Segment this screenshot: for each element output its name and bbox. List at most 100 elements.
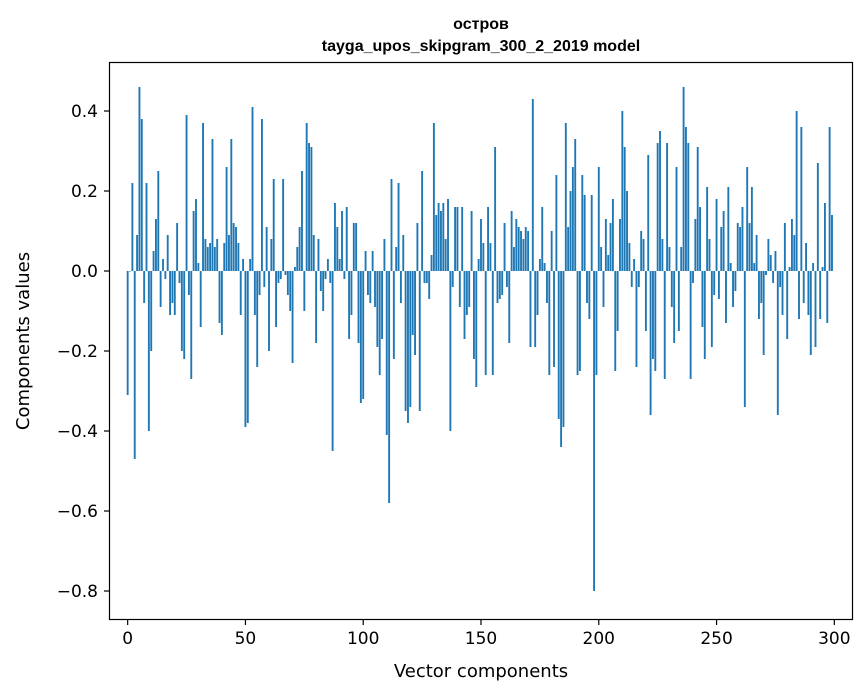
bar-181 bbox=[553, 271, 555, 367]
bar-175 bbox=[538, 259, 541, 271]
bar-61 bbox=[270, 239, 273, 271]
bar-291 bbox=[812, 263, 815, 271]
bar-285 bbox=[798, 271, 800, 319]
bar-235 bbox=[680, 247, 683, 271]
bar-258 bbox=[734, 271, 737, 291]
bar-7 bbox=[143, 271, 146, 303]
bar-186 bbox=[564, 123, 567, 271]
bar-218 bbox=[640, 231, 643, 271]
y-tick-label: −0.4 bbox=[57, 422, 98, 442]
x-tick-label: 0 bbox=[122, 629, 133, 649]
bar-44 bbox=[230, 139, 233, 271]
bar-60 bbox=[268, 271, 270, 351]
bar-68 bbox=[286, 271, 289, 295]
bar-113 bbox=[392, 271, 395, 359]
bar-107 bbox=[378, 271, 381, 375]
bar-132 bbox=[437, 203, 440, 271]
bar-66 bbox=[282, 179, 285, 271]
bar-101 bbox=[364, 251, 367, 271]
x-tick-label: 300 bbox=[818, 629, 850, 649]
bar-144 bbox=[465, 271, 468, 315]
bar-188 bbox=[569, 191, 572, 271]
bar-246 bbox=[706, 187, 709, 271]
bar-109 bbox=[383, 239, 386, 271]
bar-156 bbox=[494, 147, 497, 271]
bar-198 bbox=[593, 271, 595, 591]
bar-221 bbox=[647, 155, 650, 271]
bar-111 bbox=[388, 271, 391, 503]
bar-54 bbox=[253, 271, 256, 315]
bar-270 bbox=[762, 271, 765, 355]
bar-259 bbox=[736, 223, 739, 271]
bar-269 bbox=[760, 271, 763, 303]
bar-128 bbox=[428, 271, 431, 299]
bar-277 bbox=[779, 271, 782, 287]
bar-123 bbox=[416, 223, 419, 271]
bar-262 bbox=[743, 271, 746, 407]
bar-211 bbox=[623, 147, 626, 271]
bar-287 bbox=[802, 271, 805, 303]
bar-267 bbox=[755, 235, 758, 271]
bar-169 bbox=[524, 227, 527, 271]
bar-158 bbox=[498, 271, 501, 299]
bar-138 bbox=[451, 271, 454, 287]
bar-164 bbox=[513, 247, 515, 271]
bar-134 bbox=[442, 203, 445, 271]
bar-74 bbox=[301, 171, 303, 271]
bar-3 bbox=[133, 271, 136, 459]
bar-251 bbox=[717, 271, 720, 299]
bar-213 bbox=[628, 243, 631, 271]
bar-48 bbox=[239, 271, 242, 315]
y-tick-label: 0.4 bbox=[71, 102, 98, 122]
bar-268 bbox=[758, 271, 760, 319]
bar-40 bbox=[220, 271, 223, 335]
bar-75 bbox=[303, 271, 306, 311]
bar-36 bbox=[211, 139, 214, 271]
bar-275 bbox=[774, 251, 777, 271]
bar-260 bbox=[739, 227, 742, 271]
bar-216 bbox=[635, 271, 638, 367]
bar-16 bbox=[164, 271, 167, 279]
bar-298 bbox=[828, 127, 831, 271]
bar-78 bbox=[310, 147, 313, 271]
chart-subtitle: tayga_upos_skipgram_300_2_2019 model bbox=[322, 38, 640, 55]
bar-59 bbox=[265, 227, 268, 271]
bar-249 bbox=[713, 271, 716, 295]
bar-94 bbox=[348, 271, 351, 339]
bar-202 bbox=[602, 271, 605, 307]
bar-5 bbox=[138, 87, 141, 271]
bar-115 bbox=[397, 183, 400, 271]
bar-194 bbox=[583, 195, 586, 271]
bar-254 bbox=[725, 271, 727, 323]
bar-20 bbox=[173, 271, 176, 315]
bar-126 bbox=[423, 271, 426, 283]
bar-215 bbox=[633, 259, 636, 271]
bar-154 bbox=[489, 243, 492, 271]
bar-18 bbox=[169, 271, 171, 315]
bar-177 bbox=[543, 263, 546, 271]
bar-104 bbox=[371, 251, 374, 271]
bar-153 bbox=[487, 207, 489, 271]
y-tick-label: −0.2 bbox=[57, 342, 98, 362]
bar-17 bbox=[166, 235, 169, 271]
bar-145 bbox=[468, 271, 471, 307]
bar-137 bbox=[449, 271, 452, 431]
bar-27 bbox=[190, 271, 193, 379]
bar-166 bbox=[517, 227, 520, 271]
bar-163 bbox=[510, 211, 513, 271]
bar-266 bbox=[753, 263, 756, 271]
bar-207 bbox=[614, 271, 617, 371]
bar-204 bbox=[607, 255, 610, 271]
bar-274 bbox=[772, 271, 775, 283]
bar-37 bbox=[213, 247, 216, 271]
plot-frame bbox=[108, 61, 854, 621]
bar-93 bbox=[345, 207, 348, 271]
bar-139 bbox=[454, 207, 457, 271]
bar-276 bbox=[776, 271, 779, 415]
bar-253 bbox=[722, 211, 725, 271]
bar-286 bbox=[800, 127, 803, 271]
y-tick-label: −0.6 bbox=[57, 502, 98, 522]
bar-165 bbox=[515, 219, 518, 271]
bar-12 bbox=[154, 219, 157, 271]
